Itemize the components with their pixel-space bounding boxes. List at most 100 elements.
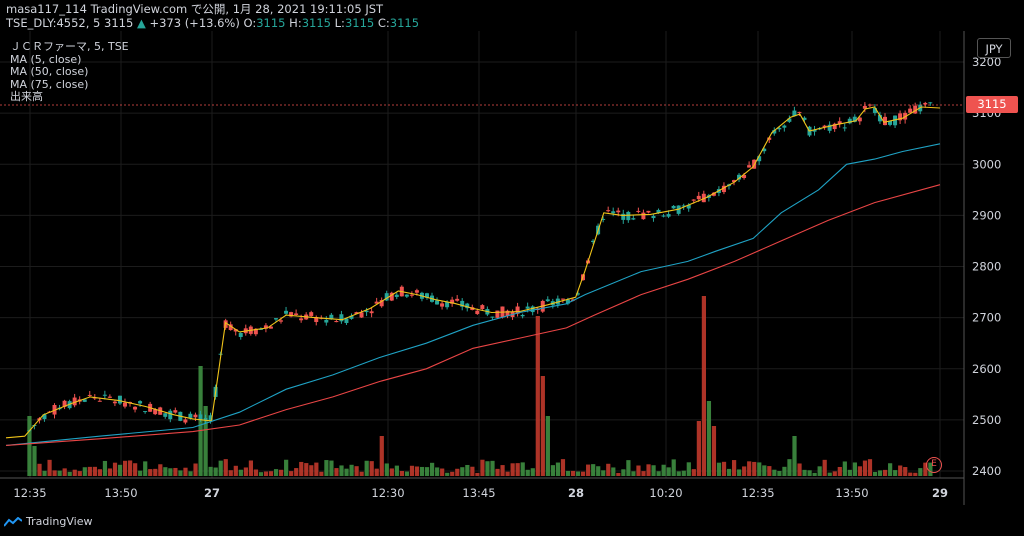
volume-bar: [339, 465, 344, 476]
candle-body: [72, 397, 77, 406]
candle-body: [631, 218, 636, 220]
volume-bar: [686, 462, 691, 476]
candle-body: [369, 311, 374, 314]
volume-bar: [616, 472, 621, 476]
volume-bar: [495, 468, 500, 476]
candle-body: [757, 156, 762, 162]
currency-button[interactable]: JPY: [977, 38, 1011, 58]
volume-bar: [903, 467, 908, 476]
volume-bar: [893, 470, 898, 476]
volume-bar: [661, 464, 666, 476]
volume-bar: [143, 461, 148, 476]
candle-body: [842, 127, 847, 129]
legend-ma75[interactable]: MA (75, close): [10, 77, 89, 91]
candle-body: [641, 212, 646, 220]
legend-ma50[interactable]: MA (50, close): [10, 65, 89, 78]
candle-body: [424, 293, 429, 298]
volume-bar: [852, 462, 857, 476]
candle-body: [379, 300, 384, 307]
time-tick-label: 12:30: [371, 486, 404, 500]
volume-bar: [57, 470, 62, 476]
legend-ma5[interactable]: MA (5, close): [10, 52, 82, 66]
volume-bar: [253, 469, 259, 476]
volume-bar: [32, 446, 37, 476]
volume-bar: [218, 460, 223, 476]
volume-bar: [857, 466, 863, 476]
volume-bar: [228, 470, 233, 476]
volume-bar: [797, 463, 802, 476]
volume-bar: [555, 462, 561, 476]
legend-volume[interactable]: 出来高: [10, 90, 43, 103]
close-label: C:: [377, 16, 390, 30]
earnings-marker-icon[interactable]: E: [926, 457, 942, 473]
candle-body: [636, 210, 641, 212]
volume-bar: [183, 467, 188, 476]
volume-bar: [273, 469, 279, 476]
candle-body: [97, 400, 102, 402]
volume-bar: [817, 466, 822, 476]
volume-bar: [117, 464, 123, 476]
tradingview-logo-icon: [4, 516, 22, 527]
volume-bar: [636, 465, 641, 476]
candle-body: [374, 301, 379, 304]
volume-bar: [898, 465, 903, 476]
candle-body: [435, 300, 440, 305]
candle-body: [284, 310, 289, 314]
volume-bar: [82, 467, 87, 476]
open-label: O:: [243, 16, 257, 30]
volume-bar: [837, 466, 842, 476]
volume-bar: [651, 465, 656, 476]
candle-body: [515, 306, 520, 314]
symbol-label: TSE_DLY:4552, 5: [6, 16, 101, 30]
legend-title[interactable]: ＪＣＲファーマ, 5, TSE: [10, 40, 129, 53]
candle-body: [394, 294, 399, 297]
volume-bar: [42, 470, 47, 476]
volume-bar: [62, 468, 67, 476]
candle-body: [611, 211, 616, 214]
candle-body: [122, 402, 127, 407]
header-line-publish: masa117_114 TradingView.com で公開, 1月 28, …: [6, 2, 384, 16]
volume-bar: [752, 461, 757, 476]
low-value: 3115: [344, 16, 375, 30]
candle-body: [87, 394, 92, 396]
volume-bar: [923, 462, 928, 476]
volume-bar: [92, 466, 97, 476]
volume-bar: [465, 464, 470, 476]
candle-body: [233, 329, 238, 332]
volume-bar: [716, 462, 722, 476]
candle-body: [621, 213, 626, 220]
candle-body: [384, 293, 389, 301]
volume-bar: [324, 460, 329, 476]
volume-bar: [188, 471, 193, 476]
volume-bar: [47, 459, 52, 476]
volume-bar: [319, 471, 324, 476]
volume-bar: [409, 465, 415, 476]
candle-body: [877, 114, 882, 122]
volume-bar: [706, 401, 712, 476]
candle-body: [782, 125, 787, 128]
volume-bar: [757, 462, 762, 476]
volume-bar: [414, 466, 420, 476]
candle-body: [656, 209, 661, 213]
volume-bar: [168, 468, 173, 476]
candle-body: [737, 174, 742, 180]
volume-bar: [862, 460, 868, 476]
candle-body: [928, 102, 933, 104]
time-tick-label: 13:50: [835, 486, 868, 500]
candle-body: [882, 116, 887, 126]
candle-body: [792, 110, 797, 117]
volume-bar: [203, 406, 208, 476]
candle-body: [711, 192, 716, 196]
volume-bar: [535, 316, 540, 476]
volume-bar: [304, 463, 309, 476]
volume-bar: [455, 468, 460, 476]
footer-brand[interactable]: TradingView: [4, 515, 92, 528]
candle-body: [646, 210, 651, 213]
candle-body: [107, 396, 112, 398]
candle-body: [767, 137, 772, 140]
candle-body: [404, 294, 409, 297]
volume-bar: [112, 462, 118, 476]
price-tick-label: 2700: [972, 311, 1001, 325]
low-label: L:: [334, 16, 345, 30]
